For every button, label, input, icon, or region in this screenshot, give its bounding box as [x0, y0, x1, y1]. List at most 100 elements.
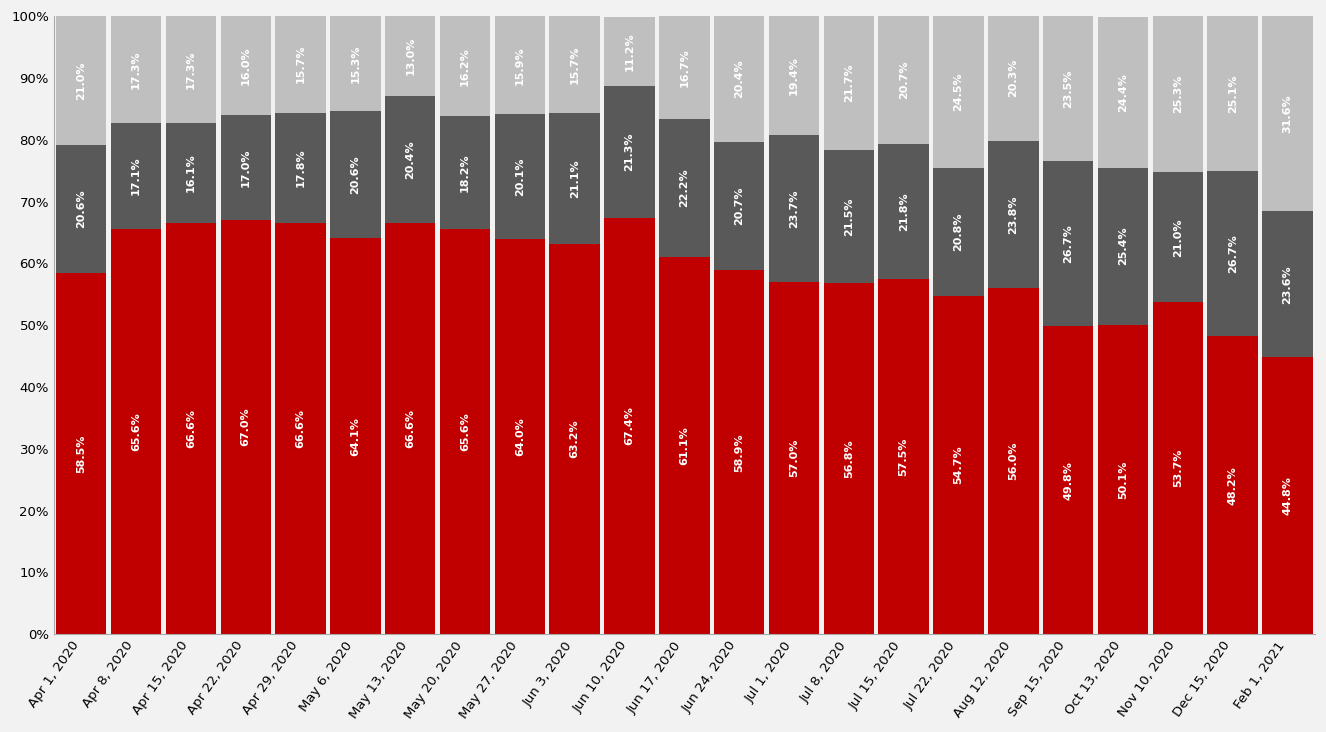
Text: 49.8%: 49.8%	[1063, 461, 1073, 500]
Text: 23.6%: 23.6%	[1282, 265, 1293, 304]
Text: 23.7%: 23.7%	[789, 190, 800, 228]
Bar	[56, 145, 106, 272]
Text: 53.7%: 53.7%	[1172, 449, 1183, 488]
Text: 17.3%: 17.3%	[131, 51, 141, 89]
Bar	[934, 168, 984, 296]
Text: 17.8%: 17.8%	[296, 149, 305, 187]
Text: 65.6%: 65.6%	[131, 412, 141, 451]
Bar	[56, 272, 106, 634]
Bar	[56, 15, 106, 145]
Bar	[385, 223, 435, 634]
Text: 21.0%: 21.0%	[1172, 218, 1183, 257]
Text: 48.2%: 48.2%	[1228, 466, 1237, 504]
Text: 64.1%: 64.1%	[350, 417, 361, 455]
Text: 21.5%: 21.5%	[843, 198, 854, 236]
Bar	[713, 16, 764, 142]
Text: 61.1%: 61.1%	[679, 426, 690, 465]
Bar	[659, 16, 709, 119]
Bar	[1044, 326, 1094, 634]
Bar	[934, 296, 984, 634]
Bar	[111, 228, 162, 634]
Text: 20.7%: 20.7%	[735, 187, 744, 225]
Bar	[220, 16, 271, 115]
Text: 50.1%: 50.1%	[1118, 460, 1128, 498]
Text: 25.1%: 25.1%	[1228, 75, 1237, 113]
Bar	[330, 111, 381, 238]
Text: 21.3%: 21.3%	[625, 132, 635, 171]
Bar	[878, 16, 930, 144]
Bar	[1098, 168, 1148, 324]
Bar	[1098, 324, 1148, 634]
Bar	[1208, 171, 1258, 336]
Text: 21.1%: 21.1%	[570, 159, 579, 198]
Text: 15.9%: 15.9%	[514, 46, 525, 85]
Bar	[495, 239, 545, 634]
Text: 16.7%: 16.7%	[679, 48, 690, 87]
Text: 56.0%: 56.0%	[1008, 442, 1018, 480]
Text: 18.2%: 18.2%	[460, 153, 469, 192]
Text: 26.7%: 26.7%	[1228, 234, 1237, 273]
Text: 20.4%: 20.4%	[735, 60, 744, 99]
Bar	[440, 228, 491, 634]
Bar	[111, 16, 162, 123]
Bar	[823, 150, 874, 283]
Bar	[769, 135, 819, 282]
Bar	[1098, 17, 1148, 168]
Bar	[605, 217, 655, 634]
Text: 16.0%: 16.0%	[241, 46, 251, 85]
Text: 57.0%: 57.0%	[789, 439, 800, 477]
Text: 57.5%: 57.5%	[899, 437, 908, 476]
Bar	[659, 119, 709, 256]
Text: 24.4%: 24.4%	[1118, 72, 1128, 111]
Text: 56.8%: 56.8%	[843, 439, 854, 478]
Text: 23.8%: 23.8%	[1008, 195, 1018, 234]
Bar	[988, 15, 1038, 141]
Bar	[276, 113, 326, 223]
Bar	[713, 142, 764, 270]
Text: 11.2%: 11.2%	[625, 32, 635, 71]
Bar	[220, 115, 271, 220]
Bar	[1044, 16, 1094, 161]
Bar	[440, 16, 491, 116]
Text: 25.3%: 25.3%	[1172, 75, 1183, 113]
Text: 66.6%: 66.6%	[296, 409, 305, 448]
Bar	[988, 288, 1038, 634]
Text: 66.6%: 66.6%	[186, 409, 196, 448]
Text: 19.4%: 19.4%	[789, 56, 800, 95]
Bar	[549, 16, 599, 113]
Text: 64.0%: 64.0%	[514, 417, 525, 456]
Bar	[878, 144, 930, 279]
Text: 31.6%: 31.6%	[1282, 94, 1293, 133]
Bar	[1152, 302, 1203, 634]
Bar	[276, 15, 326, 113]
Text: 15.7%: 15.7%	[570, 45, 579, 84]
Text: 20.1%: 20.1%	[514, 157, 525, 195]
Text: 17.1%: 17.1%	[131, 157, 141, 195]
Text: 16.1%: 16.1%	[186, 154, 196, 193]
Text: 65.6%: 65.6%	[460, 412, 469, 451]
Bar	[385, 97, 435, 223]
Text: 17.0%: 17.0%	[241, 149, 251, 187]
Bar	[659, 256, 709, 634]
Text: 20.8%: 20.8%	[953, 212, 964, 251]
Text: 22.2%: 22.2%	[679, 168, 690, 207]
Bar	[1262, 357, 1313, 634]
Text: 63.2%: 63.2%	[570, 419, 579, 458]
Text: 20.6%: 20.6%	[350, 155, 361, 194]
Text: 16.2%: 16.2%	[460, 47, 469, 86]
Text: 15.7%: 15.7%	[296, 45, 305, 83]
Bar	[166, 16, 216, 123]
Text: 24.5%: 24.5%	[953, 72, 964, 111]
Text: 23.5%: 23.5%	[1063, 70, 1073, 108]
Bar	[1152, 16, 1203, 173]
Text: 21.8%: 21.8%	[899, 192, 908, 231]
Bar	[495, 114, 545, 239]
Bar	[823, 16, 874, 150]
Text: 44.8%: 44.8%	[1282, 477, 1293, 515]
Text: 13.0%: 13.0%	[406, 37, 415, 75]
Bar	[495, 16, 545, 114]
Bar	[1208, 336, 1258, 634]
Text: 21.0%: 21.0%	[77, 61, 86, 100]
Text: 26.7%: 26.7%	[1063, 225, 1073, 264]
Text: 67.0%: 67.0%	[241, 408, 251, 447]
